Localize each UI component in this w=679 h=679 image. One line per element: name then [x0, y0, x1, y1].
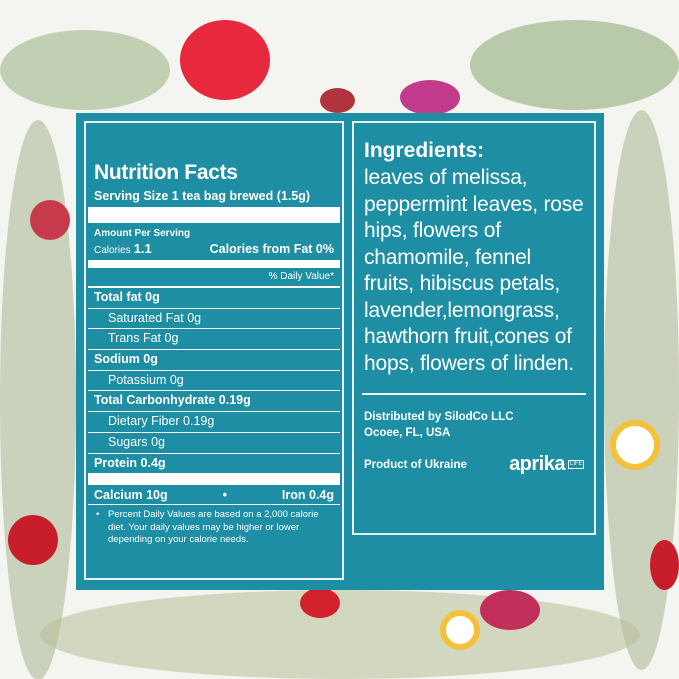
daily-value-header: % Daily Value* — [268, 271, 334, 282]
distributor-name: Distributed by SilodCo LLC — [364, 411, 514, 423]
divider — [88, 260, 340, 268]
ingredients-title: Ingredients: — [364, 139, 485, 162]
iron: Iron 0.4g — [281, 488, 334, 503]
nutrient-row: Saturated Fat 0g — [88, 309, 340, 330]
nutrition-title: Nutrition Facts — [94, 161, 238, 184]
distributor: Distributed by SilodCo LLC Ocoee, FL, US… — [364, 409, 584, 441]
divider — [88, 474, 340, 486]
nutrient-row: Dietary Fiber 0.19g — [88, 412, 340, 433]
calories-from-fat: Calories from Fat 0% — [209, 242, 334, 256]
calories-label: Calories — [94, 245, 131, 256]
nutrient-row: Potassium 0g — [88, 371, 340, 392]
nutrient-row: Total fat 0g — [88, 288, 340, 309]
footnote: • Percent Daily Values are based on a 2,0… — [94, 509, 334, 547]
minerals-row: Calcium 10g • Iron 0.4g — [88, 485, 340, 506]
amount-per-serving: Amount Per Serving — [94, 228, 191, 239]
product-origin: Product of Ukraine — [364, 458, 467, 471]
calcium: Calcium 10g — [94, 488, 168, 503]
nutrient-row: Protein 0.4g — [88, 454, 340, 475]
divider — [88, 207, 340, 223]
calories-value: 1.1 — [133, 241, 152, 256]
nutrient-row: Trans Fat 0g — [88, 329, 340, 351]
serving-size: Serving Size 1 tea bag brewed (1.5g) — [94, 189, 311, 203]
label-panel: Nutrition Facts Serving Size 1 tea bag b… — [76, 113, 604, 590]
distributor-location: Ocoee, FL, USA — [364, 427, 451, 439]
dot-separator: • — [222, 488, 227, 503]
footnote-bullet: • — [96, 509, 100, 521]
footnote-text: Percent Daily Values are based on a 2,00… — [108, 509, 319, 546]
brand-logo: aprika LIFE — [509, 453, 584, 475]
ingredients-text: leaves of melissa, peppermint leaves, ro… — [364, 166, 584, 375]
nutrient-row: Sodium 0g — [88, 350, 340, 371]
divider — [362, 393, 586, 395]
ingredients-box: Ingredients: leaves of melissa, peppermi… — [352, 121, 596, 535]
calories-row: Calories 1.1 Calories from Fat 0% — [94, 241, 334, 256]
divider — [88, 286, 340, 288]
nutrient-row: Total Carbonhydrate 0.19g — [88, 391, 340, 413]
nutrient-row: Sugars 0g — [88, 433, 340, 454]
nutrition-facts-box: Nutrition Facts Serving Size 1 tea bag b… — [84, 121, 344, 580]
